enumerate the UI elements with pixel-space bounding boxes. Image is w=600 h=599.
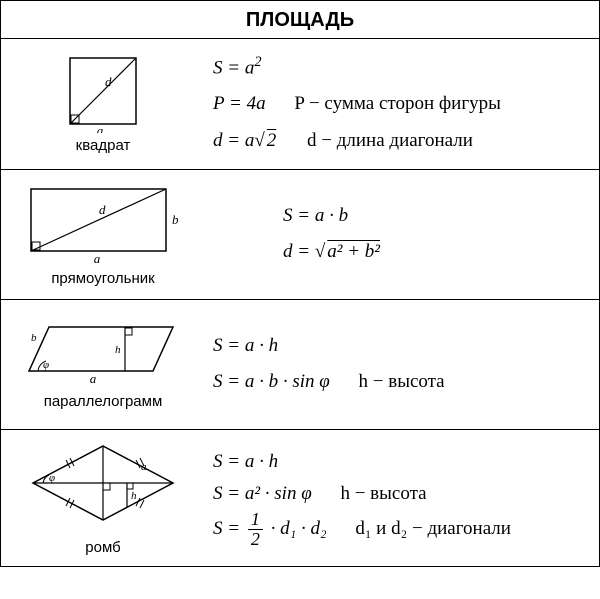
square-area: S = a2 <box>213 49 587 86</box>
row-rectangle: d b a прямоугольник S = a · b d = √a² + … <box>1 170 599 300</box>
svg-text:φ: φ <box>43 359 49 371</box>
svg-text:b: b <box>172 212 179 227</box>
rhombus-area1: S = a · h <box>213 446 587 478</box>
rhombus-svg: φ a h <box>23 440 183 535</box>
svg-text:h: h <box>131 490 137 502</box>
svg-text:h: h <box>115 344 121 356</box>
page-title: ПЛОЩАДЬ <box>1 1 599 39</box>
figure-rhombus: φ a h ромб <box>13 440 193 556</box>
page: ПЛОЩАДЬ d a квадрат S = a2 P = 4a P − су… <box>0 0 600 567</box>
figure-parallelogram: b φ h a параллелограмм <box>13 319 193 410</box>
square-svg: d a <box>58 53 148 133</box>
svg-text:a: a <box>97 123 104 133</box>
figure-rectangle: d b a прямоугольник <box>13 181 193 287</box>
row-parallelogram: b φ h a параллелограмм S = a · h S = a ·… <box>1 300 599 430</box>
rectangle-diagonal: d = √a² + b² <box>283 234 587 270</box>
svg-text:d: d <box>105 74 112 89</box>
square-diagonal: d = a√2 d − длина диагонали <box>213 123 587 159</box>
figure-square: d a квадрат <box>13 53 193 154</box>
svg-text:a: a <box>141 461 147 473</box>
rhombus-caption: ромб <box>13 539 193 556</box>
parallelogram-formulas: S = a · h S = a · b · sin φ h − высота <box>193 328 587 400</box>
row-rhombus: φ a h ромб S = a · h S = a² · sin φ h − … <box>1 430 599 566</box>
svg-text:a: a <box>94 251 101 266</box>
square-caption: квадрат <box>13 137 193 154</box>
rhombus-area3: S = 12 · d₁ · d₂ d₁ и d₂ − диагонали <box>213 510 587 549</box>
row-square: d a квадрат S = a2 P = 4a P − сумма стор… <box>1 39 599 170</box>
parallelogram-area1: S = a · h <box>213 328 587 364</box>
svg-text:φ: φ <box>49 472 55 484</box>
square-formulas: S = a2 P = 4a P − сумма сторон фигуры d … <box>193 49 587 159</box>
rectangle-formulas: S = a · b d = √a² + b² <box>193 198 587 270</box>
rectangle-svg: d b a <box>23 181 183 266</box>
parallelogram-svg: b φ h a <box>23 319 183 389</box>
parallelogram-area2: S = a · b · sin φ h − высота <box>213 364 587 400</box>
square-perimeter: P = 4a P − сумма сторон фигуры <box>213 86 587 122</box>
svg-text:b: b <box>31 332 37 344</box>
svg-text:a: a <box>90 371 97 386</box>
rectangle-caption: прямоугольник <box>13 270 193 287</box>
rhombus-area2: S = a² · sin φ h − высота <box>213 478 587 510</box>
svg-text:d: d <box>99 202 106 217</box>
rectangle-area: S = a · b <box>283 198 587 234</box>
parallelogram-caption: параллелограмм <box>13 393 193 410</box>
rhombus-formulas: S = a · h S = a² · sin φ h − высота S = … <box>193 446 587 549</box>
